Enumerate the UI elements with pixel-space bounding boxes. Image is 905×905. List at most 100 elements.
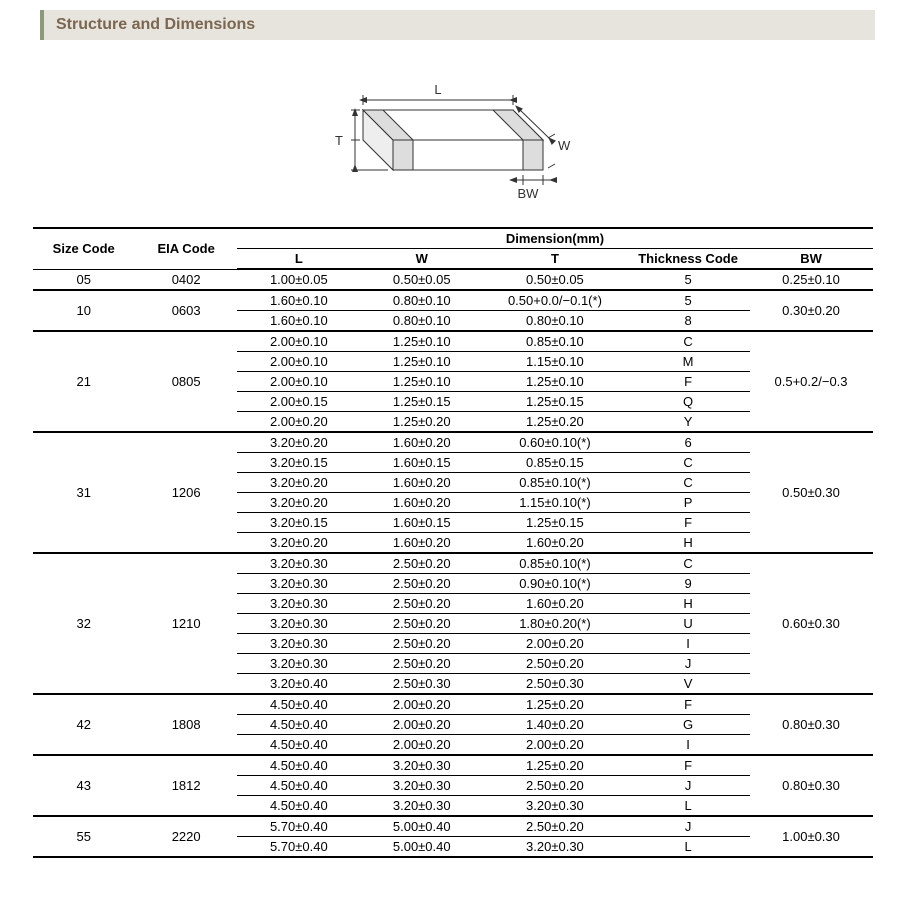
label-T: T	[335, 133, 343, 148]
cell-T: 2.50±0.20	[483, 816, 626, 837]
cell-W: 0.50±0.05	[360, 269, 483, 290]
cell-TC: Y	[627, 412, 750, 433]
cell-TC: H	[627, 533, 750, 554]
col-group-dimension: Dimension(mm)	[237, 228, 872, 249]
cell-bw: 0.80±0.30	[750, 755, 873, 816]
cell-L: 3.20±0.20	[237, 493, 360, 513]
cell-size: 32	[33, 553, 135, 694]
cell-T: 2.50±0.20	[483, 776, 626, 796]
cell-T: 0.50±0.05	[483, 269, 626, 290]
cell-TC: V	[627, 674, 750, 695]
cell-TC: C	[627, 473, 750, 493]
cell-W: 1.60±0.15	[360, 513, 483, 533]
section-header: Structure and Dimensions	[40, 10, 875, 40]
cell-L: 3.20±0.20	[237, 473, 360, 493]
cell-TC: C	[627, 553, 750, 574]
cell-size: 21	[33, 331, 135, 432]
cell-L: 4.50±0.40	[237, 796, 360, 817]
dimension-diagram: L T W BW	[0, 50, 905, 215]
cell-T: 0.60±0.10(*)	[483, 432, 626, 453]
table-row: 3212103.20±0.302.50±0.200.85±0.10(*)C0.6…	[33, 553, 873, 574]
cell-T: 2.50±0.30	[483, 674, 626, 695]
cell-bw: 0.50±0.30	[750, 432, 873, 553]
cell-TC: F	[627, 755, 750, 776]
cell-W: 1.25±0.20	[360, 412, 483, 433]
cell-TC: G	[627, 715, 750, 735]
cell-W: 2.00±0.20	[360, 694, 483, 715]
cell-L: 5.70±0.40	[237, 837, 360, 858]
cell-L: 1.60±0.10	[237, 290, 360, 311]
cell-T: 0.85±0.10(*)	[483, 473, 626, 493]
cell-TC: 9	[627, 574, 750, 594]
cell-W: 3.20±0.30	[360, 796, 483, 817]
cell-T: 0.85±0.10(*)	[483, 553, 626, 574]
cell-T: 0.90±0.10(*)	[483, 574, 626, 594]
cell-eia: 0805	[135, 331, 237, 432]
cell-TC: 6	[627, 432, 750, 453]
cell-L: 5.70±0.40	[237, 816, 360, 837]
table-row: 3112063.20±0.201.60±0.200.60±0.10(*)60.5…	[33, 432, 873, 453]
cell-T: 1.25±0.15	[483, 513, 626, 533]
cell-T: 1.25±0.10	[483, 372, 626, 392]
cell-W: 2.50±0.20	[360, 553, 483, 574]
cell-W: 1.25±0.10	[360, 372, 483, 392]
cell-W: 2.50±0.20	[360, 614, 483, 634]
cell-L: 3.20±0.15	[237, 513, 360, 533]
cell-L: 1.60±0.10	[237, 311, 360, 332]
cell-TC: 8	[627, 311, 750, 332]
cell-TC: F	[627, 694, 750, 715]
label-L: L	[434, 82, 441, 97]
cell-size: 31	[33, 432, 135, 553]
cell-W: 2.50±0.20	[360, 634, 483, 654]
cell-T: 0.80±0.10	[483, 311, 626, 332]
cell-TC: P	[627, 493, 750, 513]
cell-W: 2.50±0.20	[360, 574, 483, 594]
cell-L: 2.00±0.20	[237, 412, 360, 433]
cell-eia: 2220	[135, 816, 237, 857]
cell-TC: 5	[627, 269, 750, 290]
cell-T: 1.60±0.20	[483, 594, 626, 614]
cell-eia: 0603	[135, 290, 237, 331]
cell-eia: 1210	[135, 553, 237, 694]
cell-T: 2.50±0.20	[483, 654, 626, 674]
cell-L: 3.20±0.30	[237, 654, 360, 674]
cell-L: 4.50±0.40	[237, 755, 360, 776]
cell-T: 1.40±0.20	[483, 715, 626, 735]
cell-T: 3.20±0.30	[483, 796, 626, 817]
cell-L: 3.20±0.30	[237, 553, 360, 574]
cell-W: 1.60±0.20	[360, 432, 483, 453]
cell-W: 2.00±0.20	[360, 715, 483, 735]
cell-bw: 0.5+0.2/−0.3	[750, 331, 873, 432]
cell-W: 1.25±0.10	[360, 352, 483, 372]
cell-W: 1.25±0.15	[360, 392, 483, 412]
label-W: W	[558, 138, 571, 153]
col-eia: EIA Code	[135, 228, 237, 269]
cell-TC: F	[627, 372, 750, 392]
table-row: 0504021.00±0.050.50±0.050.50±0.0550.25±0…	[33, 269, 873, 290]
cell-T: 1.80±0.20(*)	[483, 614, 626, 634]
cell-L: 2.00±0.15	[237, 392, 360, 412]
cell-L: 3.20±0.30	[237, 594, 360, 614]
table-row: 4218084.50±0.402.00±0.201.25±0.20F0.80±0…	[33, 694, 873, 715]
cell-size: 43	[33, 755, 135, 816]
cell-T: 1.25±0.20	[483, 755, 626, 776]
cell-eia: 1808	[135, 694, 237, 755]
cell-W: 2.50±0.20	[360, 594, 483, 614]
cell-W: 2.00±0.20	[360, 735, 483, 756]
cell-size: 10	[33, 290, 135, 331]
table-row: 5522205.70±0.405.00±0.402.50±0.20J1.00±0…	[33, 816, 873, 837]
cell-T: 1.15±0.10(*)	[483, 493, 626, 513]
col-BW: BW	[750, 249, 873, 270]
cell-W: 1.25±0.10	[360, 331, 483, 352]
cell-L: 3.20±0.20	[237, 432, 360, 453]
cell-W: 2.50±0.20	[360, 654, 483, 674]
cell-W: 1.60±0.20	[360, 533, 483, 554]
cell-L: 4.50±0.40	[237, 694, 360, 715]
cell-W: 1.60±0.20	[360, 493, 483, 513]
cell-size: 05	[33, 269, 135, 290]
cell-TC: C	[627, 331, 750, 352]
col-size: Size Code	[33, 228, 135, 269]
cell-L: 1.00±0.05	[237, 269, 360, 290]
col-L: L	[237, 249, 360, 270]
table-row: 1006031.60±0.100.80±0.100.50+0.0/−0.1(*)…	[33, 290, 873, 311]
